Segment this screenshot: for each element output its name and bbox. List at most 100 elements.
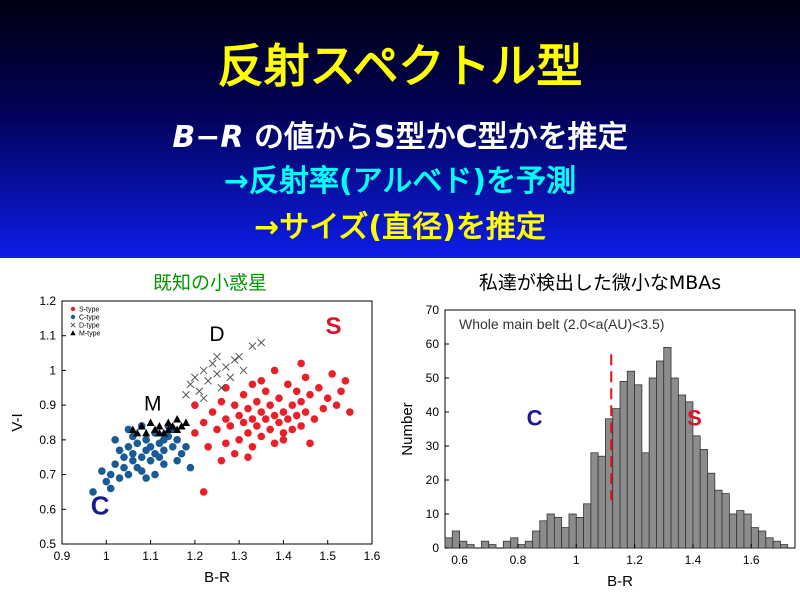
scatter-x-tick-label: 1.5 — [319, 549, 336, 563]
histogram-y-tick-label: 0 — [432, 541, 439, 555]
histogram-legend-text: Whole main belt (2.0<a(AU)<3.5) — [459, 316, 664, 332]
m-type-point — [164, 425, 173, 433]
s-type-point — [328, 370, 336, 378]
histogram-x-tick-label: 1.4 — [685, 553, 702, 567]
histogram-bar — [736, 510, 745, 549]
slide-line-1: B−R の値からS型かC型かを推定 — [0, 112, 800, 156]
m-type-point — [142, 428, 151, 437]
m-type-point — [168, 421, 177, 430]
slide-title: 反射スペクトル型 — [217, 39, 583, 93]
m-type-point — [155, 421, 164, 430]
m-type-point — [137, 421, 146, 430]
s-type-point — [297, 359, 305, 368]
scatter-x-tick-label: 1.3 — [231, 549, 248, 563]
c-type-point — [146, 456, 155, 465]
s-type-point — [346, 408, 354, 416]
c-type-point — [124, 443, 133, 451]
histogram-y-tick-label: 10 — [426, 507, 440, 521]
s-type-point — [297, 397, 305, 406]
histogram-bar — [561, 527, 570, 549]
s-type-point — [284, 380, 292, 389]
histogram-bar — [772, 540, 781, 549]
scatter-y-axis-label: V-I — [9, 413, 26, 431]
scatter-legend-label: M-type — [79, 331, 101, 338]
histogram-annotation-c: C — [527, 406, 543, 431]
c-type-point — [142, 474, 150, 482]
histogram-bar — [568, 513, 577, 549]
histogram-y-tick-label: 40 — [426, 405, 440, 419]
c-type-point — [111, 436, 119, 444]
histogram-bar — [524, 540, 533, 549]
s-type-point — [257, 408, 266, 416]
s-type-point — [253, 422, 261, 430]
s-type-point — [279, 408, 288, 416]
c-type-point — [182, 443, 190, 451]
histogram-y-tick-label: 20 — [426, 473, 440, 487]
slide-line-1-text: の値からS型かC型かを推定 — [253, 120, 628, 155]
scatter-annotation-c: C — [91, 490, 110, 520]
histogram-bar — [553, 516, 563, 549]
s-type-point — [301, 373, 310, 382]
histogram-bar — [692, 435, 701, 549]
histogram-x-tick-label: 1.6 — [743, 553, 760, 567]
s-type-point — [323, 394, 332, 402]
s-type-point — [222, 383, 230, 392]
m-type-point — [128, 425, 137, 433]
histogram-bar — [699, 448, 708, 549]
scatter-x-tick-label: 1.1 — [142, 549, 159, 563]
scatter-chart-title: 既知の小惑星 — [152, 272, 267, 294]
s-type-point — [244, 404, 252, 413]
scatter-y-tick-label: 0.7 — [39, 468, 56, 482]
d-type-point — [204, 376, 212, 385]
d-type-point — [182, 390, 190, 399]
chart-panels: 既知の小惑星 私達が検出した微小なMBAs 0.9 1 1.1 1.2 1.3 1.4 1.… — [0, 258, 800, 600]
scatter-y-tick-label: 0.6 — [39, 502, 56, 516]
s-type-point — [301, 408, 310, 416]
c-type-point — [98, 467, 106, 475]
s-type-point — [235, 436, 243, 444]
slide-line-3: →サイズ(直径)を推定 — [254, 210, 546, 245]
scatter-legend-label: D-type — [79, 323, 100, 330]
s-type-point — [191, 401, 199, 409]
histogram-bar — [721, 493, 730, 549]
histogram-bar — [758, 530, 767, 549]
scatter-annotation-d: D — [209, 323, 224, 346]
scatter-legend-marker — [70, 306, 76, 312]
histogram-bar — [750, 527, 759, 549]
c-type-point — [129, 456, 137, 465]
s-type-point — [239, 390, 248, 399]
scatter-y-tick-label: 0.9 — [39, 398, 56, 412]
d-type-point — [248, 342, 257, 350]
d-type-point — [226, 373, 235, 382]
s-type-point — [292, 411, 301, 420]
histogram-x-tick-label: 0.6 — [451, 553, 468, 567]
d-type-point — [213, 370, 221, 378]
scatter-x-tick-label: 1 — [103, 549, 110, 563]
histogram-annotation-s: S — [687, 406, 702, 431]
m-type-point — [155, 428, 164, 437]
c-type-point — [151, 470, 159, 479]
d-type-point — [213, 352, 221, 361]
histogram-bar — [619, 381, 628, 549]
s-type-point — [297, 422, 305, 430]
s-type-point — [275, 394, 283, 402]
s-type-point — [257, 377, 266, 385]
histogram-bar — [488, 544, 497, 549]
d-type-point — [257, 338, 266, 347]
s-type-point — [248, 380, 257, 389]
c-type-point — [106, 484, 115, 493]
s-type-point — [337, 387, 345, 396]
histogram-y-tick-label: 70 — [426, 303, 440, 317]
d-type-point — [222, 363, 230, 371]
s-type-point — [244, 429, 252, 437]
histogram-y-tick-label: 30 — [426, 439, 440, 453]
s-type-point — [279, 429, 288, 437]
histogram-bar — [546, 513, 555, 549]
m-type-point — [133, 428, 142, 437]
histogram-bar — [707, 472, 716, 549]
s-type-point — [226, 422, 235, 430]
histogram-x-axis-label: B-R — [607, 573, 633, 590]
s-type-point — [275, 418, 283, 427]
m-type-point — [146, 418, 155, 426]
scatter-legend-marker — [70, 330, 76, 336]
